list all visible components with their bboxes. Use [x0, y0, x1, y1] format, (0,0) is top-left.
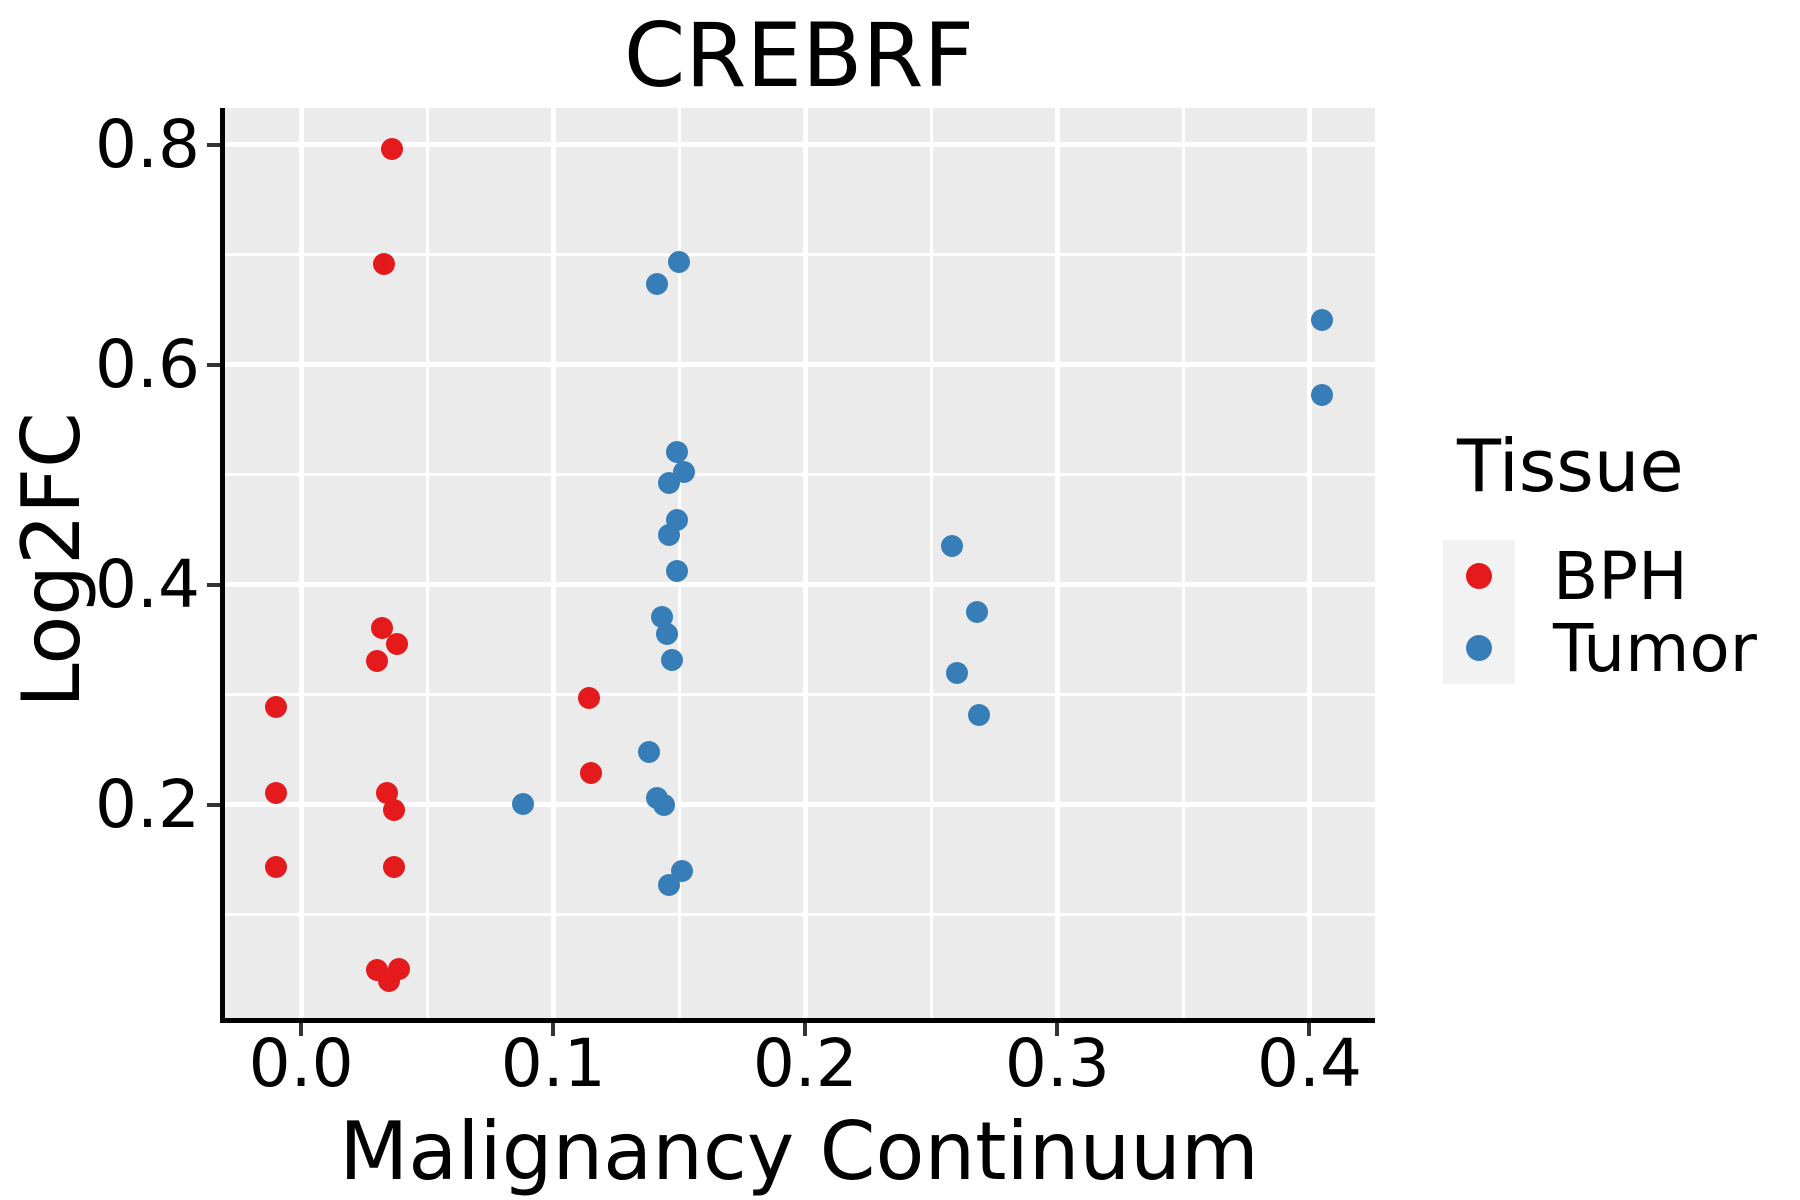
- data-point-tumor: [653, 793, 676, 816]
- x-axis-line: [220, 1018, 1375, 1023]
- data-point-bph: [264, 781, 287, 804]
- grid-major-y: [223, 362, 1375, 368]
- grid-minor-y: [223, 913, 1375, 917]
- data-point-tumor: [660, 648, 683, 671]
- grid-major-x: [298, 108, 304, 1020]
- grid-major-y: [223, 142, 1375, 148]
- data-point-tumor: [658, 471, 681, 494]
- y-tick-label: 0.4: [95, 546, 200, 624]
- y-tick-mark: [207, 362, 220, 367]
- data-point-bph: [383, 855, 406, 878]
- x-tick-mark: [551, 1023, 556, 1036]
- data-point-tumor: [1311, 383, 1334, 406]
- y-tick-label: 0.6: [95, 326, 200, 404]
- legend-dot-tumor: [1466, 635, 1492, 661]
- data-point-tumor: [638, 741, 660, 764]
- grid-minor-x: [929, 108, 933, 1020]
- data-point-tumor: [658, 524, 681, 547]
- data-point-tumor: [650, 605, 673, 628]
- y-tick-mark: [207, 582, 220, 587]
- x-tick-mark: [1055, 1023, 1060, 1036]
- legend-label-bph: BPH: [1553, 537, 1688, 615]
- data-point-bph: [378, 969, 401, 992]
- data-point-tumor: [665, 559, 688, 582]
- data-point-tumor: [668, 250, 691, 273]
- y-tick-label: 0.2: [95, 766, 200, 844]
- plot-title: CREBRF: [623, 4, 975, 107]
- grid-major-x: [1306, 108, 1312, 1020]
- data-point-tumor: [968, 703, 991, 726]
- grid-minor-x: [425, 108, 429, 1020]
- x-tick-mark: [299, 1023, 304, 1036]
- y-axis-line: [220, 108, 225, 1023]
- x-tick-mark: [803, 1023, 808, 1036]
- grid-minor-y: [223, 473, 1375, 477]
- data-point-bph: [580, 762, 603, 785]
- grid-minor-x: [1181, 108, 1185, 1020]
- data-point-bph: [373, 252, 396, 275]
- data-point-bph: [383, 799, 406, 822]
- grid-minor-y: [223, 253, 1375, 257]
- y-tick-mark: [207, 802, 220, 807]
- data-point-tumor: [665, 440, 688, 463]
- legend-label-tumor: Tumor: [1553, 609, 1757, 687]
- x-tick-label: 0.1: [500, 1025, 606, 1102]
- x-axis-title: Malignancy Continuum: [339, 1105, 1259, 1198]
- y-tick-mark: [207, 142, 220, 147]
- data-point-tumor: [945, 661, 968, 684]
- data-point-tumor: [940, 535, 963, 558]
- data-point-tumor: [645, 272, 668, 295]
- x-tick-label: 0.0: [248, 1025, 354, 1102]
- x-tick-label: 0.4: [1256, 1025, 1362, 1102]
- legend-dot-bph: [1466, 563, 1492, 589]
- data-point-tumor: [658, 874, 681, 897]
- grid-major-y: [223, 802, 1375, 808]
- legend-title: Tissue: [1457, 424, 1684, 508]
- data-point-tumor: [1311, 308, 1334, 331]
- y-tick-label: 0.8: [95, 106, 200, 184]
- grid-major-x: [550, 108, 556, 1020]
- data-point-bph: [264, 696, 287, 719]
- data-point-bph: [264, 855, 287, 878]
- x-tick-mark: [1307, 1023, 1312, 1036]
- data-point-bph: [370, 616, 393, 639]
- data-point-bph: [385, 633, 408, 656]
- data-point-bph: [380, 138, 403, 161]
- data-point-bph: [365, 649, 388, 672]
- plot-panel: [223, 108, 1375, 1020]
- data-point-tumor: [511, 792, 534, 815]
- data-point-tumor: [655, 623, 678, 646]
- grid-minor-y: [223, 693, 1375, 697]
- x-tick-label: 0.3: [1004, 1025, 1110, 1102]
- x-tick-label: 0.2: [752, 1025, 858, 1102]
- grid-major-x: [802, 108, 808, 1020]
- grid-major-y: [223, 582, 1375, 588]
- data-point-tumor: [965, 601, 988, 624]
- data-point-bph: [375, 781, 398, 804]
- grid-major-x: [1054, 108, 1060, 1020]
- data-point-bph: [577, 687, 600, 710]
